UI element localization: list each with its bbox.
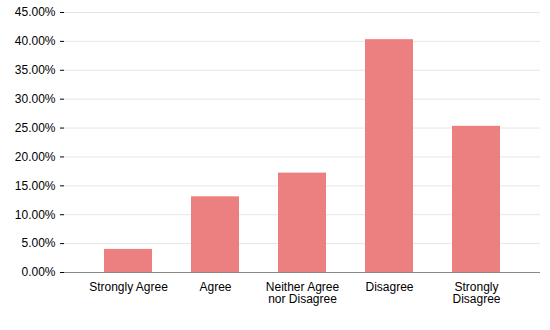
svg-text:5.00%: 5.00% [21, 236, 55, 250]
svg-text:20.00%: 20.00% [15, 150, 56, 164]
svg-text:Disagree: Disagree [365, 280, 413, 294]
svg-text:10.00%: 10.00% [15, 208, 56, 222]
svg-text:40.00%: 40.00% [15, 34, 56, 48]
svg-text:Strongly Agree: Strongly Agree [89, 280, 168, 294]
svg-text:Neither Agreenor Disagree: Neither Agreenor Disagree [266, 280, 340, 306]
svg-text:StronglyDisagree: StronglyDisagree [452, 280, 500, 306]
svg-text:25.00%: 25.00% [15, 121, 56, 135]
svg-text:Agree: Agree [199, 280, 231, 294]
svg-text:45.00%: 45.00% [15, 5, 56, 19]
svg-text:30.00%: 30.00% [15, 92, 56, 106]
svg-text:35.00%: 35.00% [15, 63, 56, 77]
svg-text:0.00%: 0.00% [21, 265, 55, 279]
svg-text:15.00%: 15.00% [15, 179, 56, 193]
